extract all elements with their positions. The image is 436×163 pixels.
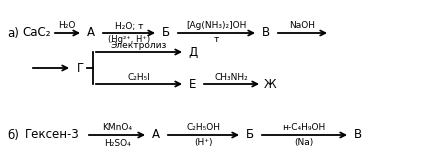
Text: H₂SO₄: H₂SO₄: [104, 139, 130, 148]
Text: H₂O; т: H₂O; т: [115, 22, 143, 30]
Text: H₂O: H₂O: [58, 22, 76, 30]
Text: (H⁺): (H⁺): [194, 139, 212, 148]
Text: н-C₄H₉OH: н-C₄H₉OH: [283, 123, 326, 132]
Text: Д: Д: [188, 45, 198, 59]
Text: Электролиз: Электролиз: [111, 40, 167, 50]
Text: (Na): (Na): [294, 139, 313, 148]
Text: В: В: [354, 128, 362, 141]
Text: А: А: [152, 128, 160, 141]
Text: (Hg²⁺, H⁺): (Hg²⁺, H⁺): [108, 36, 150, 44]
Text: E: E: [189, 77, 197, 90]
Text: Гексен-3: Гексен-3: [24, 128, 79, 141]
Text: а): а): [7, 27, 19, 39]
Text: C₂H₅OH: C₂H₅OH: [186, 123, 220, 132]
Text: CH₃NH₂: CH₃NH₂: [214, 73, 248, 82]
Text: CaC₂: CaC₂: [23, 27, 51, 39]
Text: Ж: Ж: [264, 77, 276, 90]
Text: т: т: [213, 36, 219, 44]
Text: б): б): [7, 128, 19, 141]
Text: C₂H₅I: C₂H₅I: [128, 73, 150, 82]
Text: А: А: [87, 27, 95, 39]
Text: [Ag(NH₃)₂]OH: [Ag(NH₃)₂]OH: [186, 22, 246, 30]
Text: Г: Г: [76, 61, 84, 74]
Text: Б: Б: [162, 27, 170, 39]
Text: KMnO₄: KMnO₄: [102, 123, 132, 132]
Text: Б: Б: [246, 128, 254, 141]
Text: В: В: [262, 27, 270, 39]
Text: NaOH: NaOH: [289, 22, 315, 30]
